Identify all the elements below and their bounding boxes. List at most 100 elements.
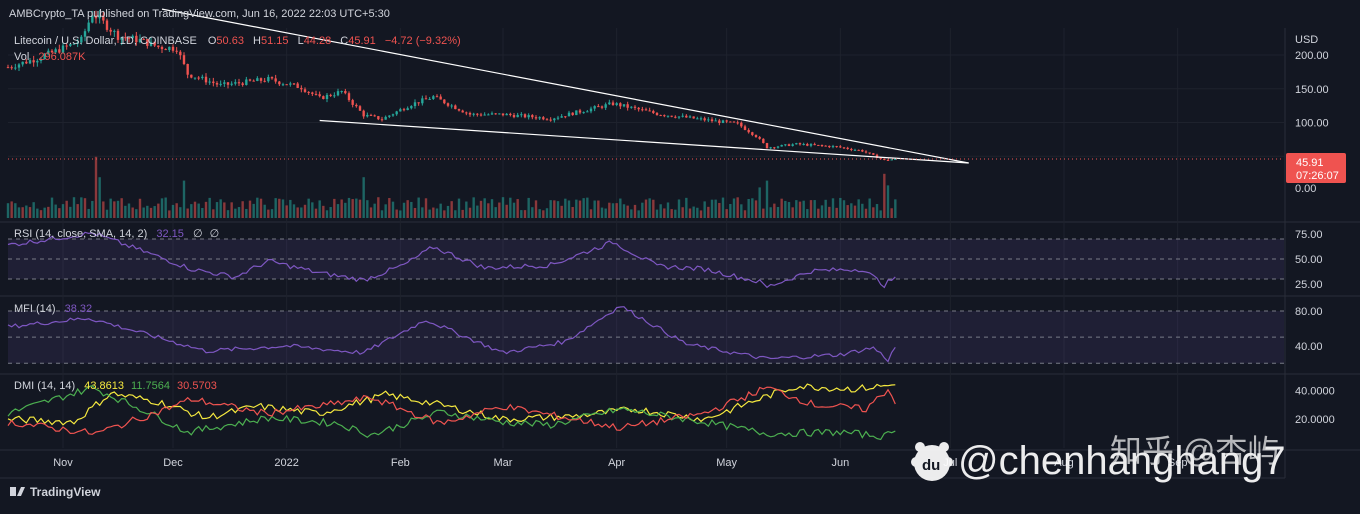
volume-bar (894, 199, 897, 218)
volume-bar (142, 207, 145, 218)
volume-bar (883, 173, 886, 218)
candle-body (186, 63, 189, 75)
volume-bar (190, 204, 193, 218)
candle-body (263, 80, 266, 82)
volume-bar (300, 207, 303, 218)
candle-body (318, 94, 321, 97)
trendline-lower[interactable] (319, 119, 969, 164)
candle-body (87, 22, 90, 32)
last-price-value: 45.91 (1296, 157, 1324, 169)
volume-bar (358, 199, 362, 218)
last-price-badge: 45.91 07:26:07 (1286, 153, 1346, 183)
candle-body (58, 49, 61, 53)
candle-body (168, 46, 171, 51)
volume-bar (446, 205, 450, 218)
candle-body (780, 144, 783, 147)
grid-layer (0, 28, 1360, 479)
candle-body (487, 114, 490, 116)
candle-body (278, 81, 281, 85)
candle-body (619, 103, 622, 107)
volume-bar (725, 209, 728, 218)
candle-body (685, 115, 688, 118)
price-axis-tick-label: 200.00 (1295, 50, 1329, 62)
candle-body (314, 93, 318, 95)
volume-pane[interactable] (6, 156, 897, 218)
volume-bar (164, 197, 167, 218)
volume-bar (740, 204, 743, 218)
volume-bar (245, 208, 248, 218)
rsi-pane[interactable] (7, 231, 1284, 289)
candle-body (333, 95, 336, 97)
volume-bar (336, 204, 340, 218)
volume-bar (582, 198, 585, 218)
volume-bar (54, 204, 57, 218)
candle-body (274, 78, 277, 82)
candle-body (641, 109, 644, 111)
price-axis[interactable]: 200.00 150.00 100.00 0.00 75.00 50.00 25.00 80.… (1295, 50, 1335, 426)
dmi-legend[interactable]: DMI (14, 14) 43.8613 11.7564 30.5703 (14, 380, 217, 392)
tradingview-logo[interactable]: TradingView (10, 485, 101, 499)
candle-body (201, 76, 204, 79)
volume-bar (674, 209, 677, 218)
volume-bar (116, 200, 120, 218)
candle-body (413, 102, 417, 107)
volume-bar (538, 209, 541, 218)
candle-body (138, 38, 142, 43)
price-pane[interactable] (6, 8, 1284, 164)
candle-body (72, 43, 76, 45)
candle-body (608, 102, 611, 105)
candle-body (688, 116, 692, 118)
candle-body (285, 84, 288, 86)
symbol-legend[interactable]: Litecoin / U.S. Dollar, 1D, COINBASE O50… (14, 35, 461, 63)
svg-text:Litecoin / U.S. Dollar, 1D, CO: Litecoin / U.S. Dollar, 1D, COINBASE O50… (14, 35, 461, 47)
mfi-pane[interactable] (7, 306, 1284, 364)
candle-body (835, 146, 838, 148)
candle-body (193, 77, 197, 79)
candle-body (637, 107, 640, 110)
volume-bar (824, 199, 827, 218)
volume-bar (692, 206, 695, 218)
candle-body (549, 119, 552, 121)
candle-body (564, 116, 567, 118)
dmi-pane[interactable] (7, 383, 896, 441)
candle-body (102, 15, 105, 21)
candle-body (483, 114, 486, 116)
rsi-legend-value: 32.15 (156, 228, 184, 240)
candle-body (729, 121, 732, 123)
volume-bar (604, 208, 607, 218)
candle-body (443, 99, 446, 104)
candle-body (281, 84, 285, 86)
volume-bar (36, 208, 39, 218)
candle-body (736, 122, 739, 124)
candle-body (25, 61, 28, 64)
candle-body (886, 159, 890, 161)
volume-bar (872, 207, 875, 218)
candle-body (127, 37, 131, 39)
candle-body (340, 91, 343, 93)
candle-body (765, 143, 769, 149)
volume-bar (784, 200, 787, 218)
candle-body (377, 116, 380, 120)
candle-body (76, 42, 79, 44)
candle-body (864, 151, 868, 153)
rsi-legend[interactable]: RSI (14, close, SMA, 14, 2) 32.15 ∅ ∅ (14, 228, 219, 240)
candle-body (872, 153, 875, 155)
volume-label: Vol (14, 51, 29, 63)
volume-bar (864, 208, 868, 218)
volume-bar (644, 199, 648, 218)
mfi-legend[interactable]: MFI (14) 38.32 (14, 303, 92, 315)
volume-bar (553, 200, 556, 218)
candle-body (292, 83, 296, 85)
tradingview-logo-icon (10, 487, 16, 496)
trendline-upper[interactable] (161, 8, 969, 164)
volume-bar (729, 203, 732, 218)
volume-bar (520, 210, 523, 218)
svg-text:MFI (14) 38.32: MFI (14) 38.32 (14, 303, 92, 315)
candle-body (776, 146, 780, 148)
candle-body (237, 82, 241, 84)
volume-bar (237, 207, 241, 218)
candle-body (512, 115, 516, 118)
candle-body (798, 143, 802, 145)
